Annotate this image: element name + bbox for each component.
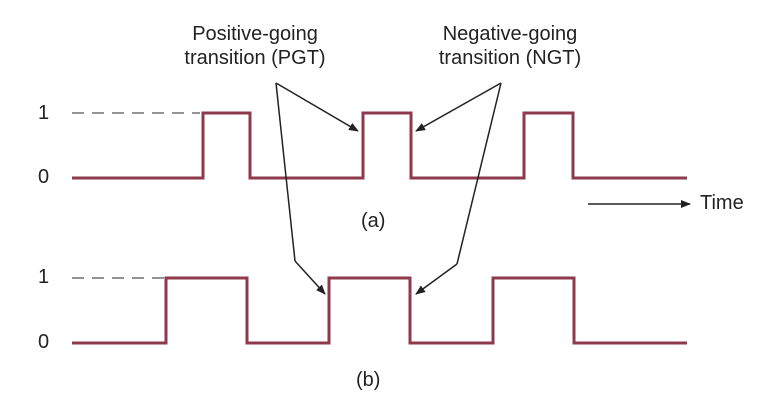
level-high-label-a: 1 bbox=[38, 102, 50, 124]
ngt-arrow-to-a bbox=[415, 82, 502, 132]
ngt-label-line2: transition (NGT) bbox=[438, 47, 582, 69]
ngt-label-line1: Negative-going bbox=[442, 23, 578, 45]
pgt-label-line1: Positive-going bbox=[192, 23, 318, 45]
pgt-label-line2: transition (PGT) bbox=[184, 47, 326, 69]
caption-a: (a) bbox=[361, 210, 386, 232]
waveform-b bbox=[72, 276, 687, 345]
ngt-arrow-to-b bbox=[456, 82, 502, 265]
time-axis-label: Time bbox=[700, 192, 744, 214]
pgt-arrow-to-a bbox=[275, 82, 359, 132]
pgt-arrow-to-b-tip bbox=[294, 260, 326, 295]
ngt-label: Negative-going transition (NGT) bbox=[410, 22, 610, 70]
waveform-a bbox=[72, 111, 687, 180]
pgt-label: Positive-going transition (PGT) bbox=[160, 22, 350, 70]
caption-b: (b) bbox=[356, 369, 381, 391]
level-high-label-b: 1 bbox=[38, 266, 50, 288]
level-low-label-a: 0 bbox=[38, 166, 50, 188]
level-low-label-b: 0 bbox=[38, 331, 50, 353]
pgt-arrow-to-b bbox=[275, 82, 296, 262]
ngt-arrow-to-b-tip bbox=[415, 263, 458, 295]
